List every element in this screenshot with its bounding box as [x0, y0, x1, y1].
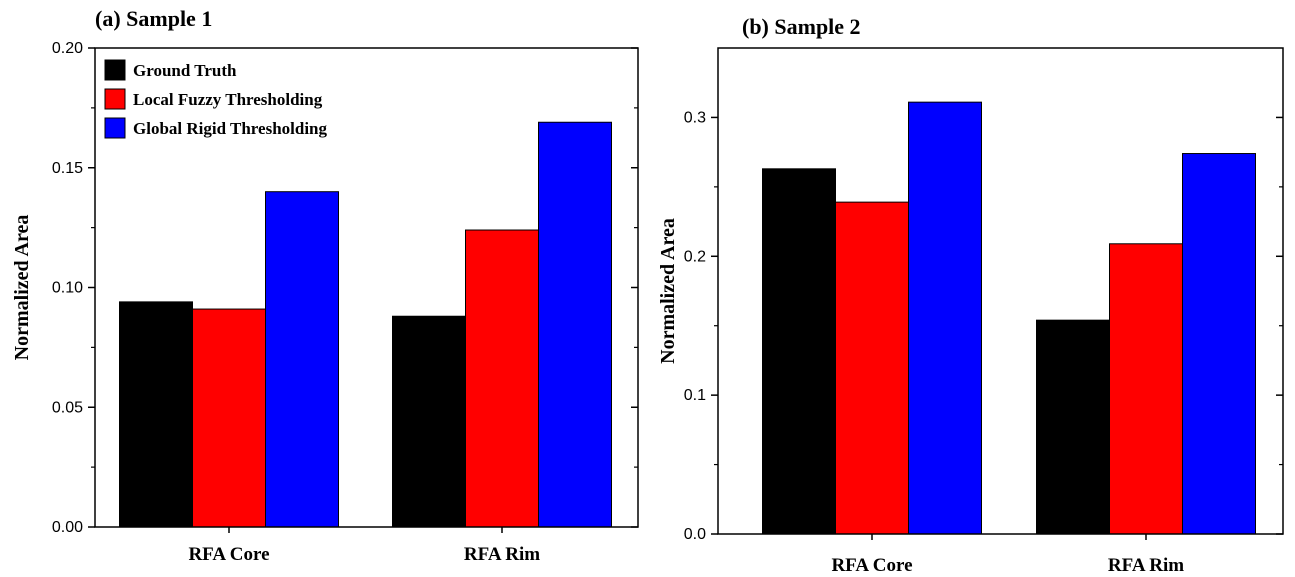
x-tick-label: RFA Core	[188, 544, 269, 565]
x-tick-label: RFA Core	[831, 555, 912, 576]
y-axis-label: Normalized Area	[657, 218, 679, 364]
chart-panel-2: (b) Sample 2 RFA Core RFA Rim 0.0 0.1 0.2 0.3 N…	[657, 14, 1284, 576]
bar	[392, 315, 466, 528]
y-tick-label: 0.20	[52, 40, 83, 57]
bar	[1036, 319, 1110, 535]
legend-label: Global Rigid Thresholding	[133, 119, 327, 138]
bar	[908, 101, 982, 535]
legend: Ground Truth Local Fuzzy Thresholding Glob…	[104, 59, 327, 139]
y-tick-label: 0.1	[684, 387, 706, 404]
chart-panel-1: (a) Sample 1 RFA Core RFA Rim 0.00 0.05 0.10 0…	[11, 6, 639, 565]
legend-swatch	[104, 117, 126, 139]
x-tick-label: RFA Rim	[464, 544, 540, 565]
legend-swatch	[104, 59, 126, 81]
y-tick-label: 0.0	[684, 526, 706, 543]
y-axis-label: Normalized Area	[11, 215, 33, 361]
bar	[265, 191, 339, 528]
bar	[538, 121, 612, 528]
bar	[762, 168, 836, 535]
y-tick-label: 0.15	[52, 160, 83, 177]
bar	[1109, 243, 1183, 535]
y-tick-label: 0.10	[52, 280, 83, 297]
legend-label: Local Fuzzy Thresholding	[133, 90, 323, 109]
legend-label: Ground Truth	[133, 61, 237, 80]
bar	[465, 229, 539, 528]
y-tick-label: 0.05	[52, 399, 83, 416]
y-tick-label: 0.2	[684, 248, 706, 265]
bar	[835, 201, 909, 535]
x-tick-label: RFA Rim	[1108, 555, 1184, 576]
legend-swatch	[104, 88, 126, 110]
bar	[1182, 153, 1256, 535]
plot-frame	[717, 47, 1284, 535]
bar	[119, 301, 193, 528]
y-tick-label: 0.3	[684, 109, 706, 126]
chart-title: (b) Sample 2	[742, 14, 861, 39]
chart-title: (a) Sample 1	[95, 6, 212, 31]
bar	[192, 308, 266, 528]
y-tick-label: 0.00	[52, 519, 83, 536]
